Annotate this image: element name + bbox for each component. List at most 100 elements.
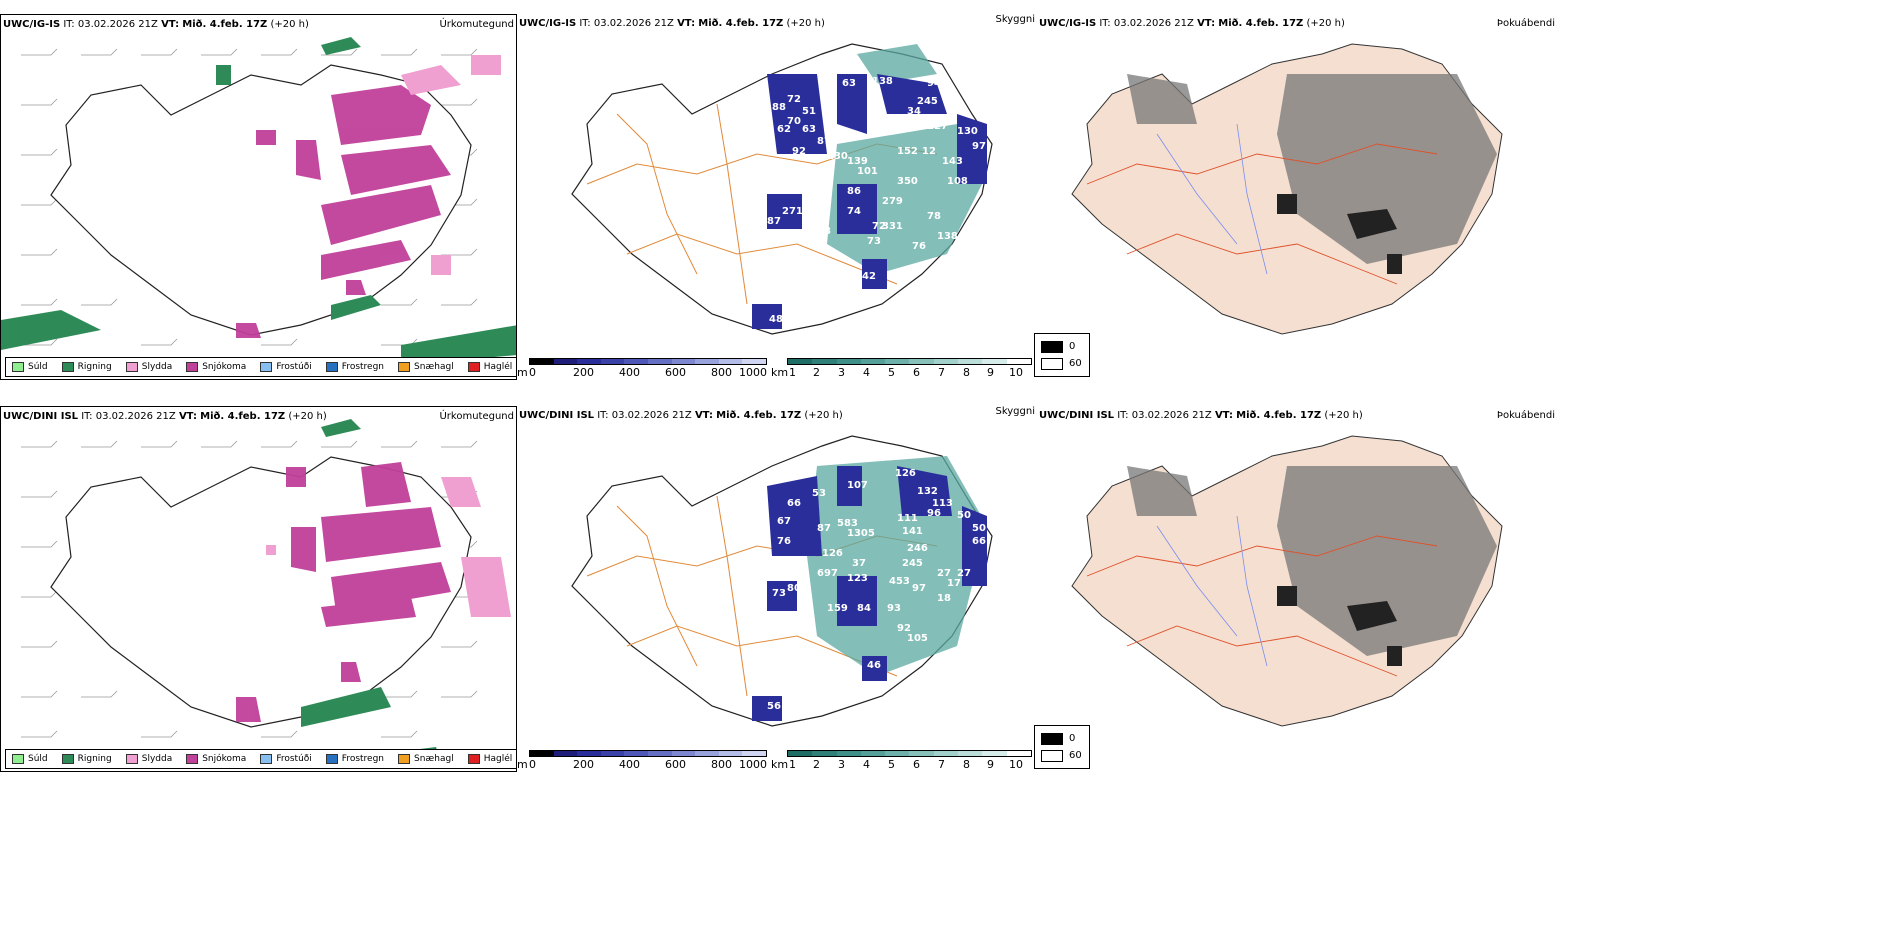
km-tick: 5 bbox=[888, 758, 895, 771]
m-colorbar-top bbox=[529, 358, 767, 365]
km-unit-label: km bbox=[771, 366, 789, 379]
cloud-base-value: 350 bbox=[897, 176, 918, 187]
cloud-base-value: 70 bbox=[787, 116, 801, 127]
cloud-base-value: 697 bbox=[817, 568, 838, 579]
cloud-base-value: 101 bbox=[857, 166, 878, 177]
fog-panel-label-top: Þokuábendi bbox=[1496, 18, 1555, 29]
precip-title-top: UWC/IG-IS IT: 03.02.2026 21Z VT: Mið. 4.… bbox=[3, 19, 309, 30]
legend-item-rigning: Rigning bbox=[61, 754, 112, 764]
cloud-base-value: 63 bbox=[842, 78, 856, 89]
m-tick: 600 bbox=[665, 758, 686, 771]
legend-item-rigning: Rigning bbox=[61, 362, 112, 372]
cloud-base-value: 76 bbox=[912, 241, 926, 252]
cloud-base-value: 246 bbox=[907, 543, 928, 554]
snow-areas bbox=[236, 462, 451, 722]
cloud-base-value: 94 bbox=[927, 78, 941, 89]
km-tick: 7 bbox=[938, 758, 945, 771]
cloud-base-value: 138 bbox=[937, 231, 958, 242]
cloud-base-value: 271 bbox=[782, 206, 803, 217]
cloud-base-value: 127 bbox=[927, 121, 948, 132]
fog-rivers bbox=[1156, 515, 1268, 667]
cloud-colorbars-bottom: m 0 200 400 600 800 1000 km 1 2 3 4 5 6 … bbox=[517, 750, 1037, 771]
precip-panel-top: UWC/IG-IS IT: 03.02.2026 21Z VT: Mið. 4.… bbox=[0, 14, 517, 380]
cloud-base-value: 141 bbox=[902, 526, 923, 537]
km-tick: 3 bbox=[838, 758, 845, 771]
cloud-base-value: 27 bbox=[937, 568, 951, 579]
km-tick: 1 bbox=[789, 366, 796, 379]
fog-legend-bottom: 0 60 bbox=[1034, 725, 1090, 769]
cloud-base-value: 126 bbox=[895, 468, 916, 479]
visibility-areas bbox=[807, 456, 987, 676]
fog-dark-spots bbox=[1277, 194, 1402, 274]
km-tick: 8 bbox=[963, 758, 970, 771]
cloud-base-value: 331 bbox=[882, 221, 903, 232]
cloud-base-value: 37 bbox=[852, 558, 866, 569]
cloud-base-value: 12 bbox=[922, 146, 936, 157]
cloud-base-value: 93 bbox=[887, 603, 901, 614]
km-tick: 10 bbox=[1009, 366, 1023, 379]
legend-item-hagel: Haglél bbox=[467, 362, 512, 372]
legend-item-frostregn: Frostregn bbox=[325, 754, 384, 764]
m-tick: 800 bbox=[711, 758, 732, 771]
cloud-panel-label-top: Skyggni bbox=[995, 14, 1035, 25]
precip-title-bottom: UWC/DINI ISL IT: 03.02.2026 21Z VT: Mið.… bbox=[3, 411, 327, 422]
cloud-base-value: 191 bbox=[887, 118, 908, 129]
cloud-base-value: 105 bbox=[907, 633, 928, 644]
km-tick: 4 bbox=[863, 366, 870, 379]
km-tick: 9 bbox=[987, 366, 994, 379]
cloud-base-value: 51 bbox=[802, 106, 816, 117]
m-tick: 600 bbox=[665, 366, 686, 379]
cloudbase-areas bbox=[752, 466, 987, 721]
km-tick: 5 bbox=[888, 366, 895, 379]
cloud-base-value: 87 bbox=[817, 523, 831, 534]
fog-roads bbox=[1086, 535, 1438, 677]
precip-legend-bottom: Súld Rigning Slydda Snjókoma Frostúði Fr… bbox=[5, 749, 516, 769]
precip-panel-bottom: UWC/DINI ISL IT: 03.02.2026 21Z VT: Mið.… bbox=[0, 406, 517, 772]
cloud-base-value: 50 bbox=[957, 510, 971, 521]
cloud-base-value: 18 bbox=[937, 593, 951, 604]
m-tick: 200 bbox=[573, 366, 594, 379]
km-tick: 3 bbox=[838, 366, 845, 379]
m-tick: 400 bbox=[619, 366, 640, 379]
cloud-base-value: 108 bbox=[947, 176, 968, 187]
precip-map-bottom bbox=[21, 419, 511, 767]
km-colorbar-bottom bbox=[787, 750, 1032, 757]
cloud-base-value: 66 bbox=[972, 536, 986, 547]
cloud-base-value: 62 bbox=[777, 124, 791, 135]
km-tick: 1 bbox=[789, 758, 796, 771]
m-tick: 0 bbox=[529, 366, 536, 379]
cloud-base-value: 48 bbox=[769, 314, 783, 325]
cloud-base-value: 97 bbox=[972, 141, 986, 152]
cloud-panel-top: 486 138 94 63 88 72 51 70 62 63 87 92 130 139 191 127 24… bbox=[517, 14, 1037, 380]
m-unit-label: m bbox=[517, 758, 528, 771]
cloud-base-value: 130 bbox=[827, 151, 848, 162]
fog-panel-top: UWC/IG-IS IT: 03.02.2026 21Z VT: Mið. 4.… bbox=[1037, 14, 1557, 380]
cloud-base-value: 63 bbox=[802, 124, 816, 135]
cloud-base-value: 72 bbox=[787, 94, 801, 105]
cloud-base-value: 123 bbox=[847, 573, 868, 584]
km-tick: 2 bbox=[813, 758, 820, 771]
legend-item-frostregn: Frostregn bbox=[325, 362, 384, 372]
cloud-base-value: 46 bbox=[867, 660, 881, 671]
cloud-base-value: 53 bbox=[812, 488, 826, 499]
cloud-base-value: 279 bbox=[882, 196, 903, 207]
cloud-base-value: 67 bbox=[777, 516, 791, 527]
cloud-base-value: 96 bbox=[927, 508, 941, 519]
m-unit-label: m bbox=[517, 366, 528, 379]
rain-areas bbox=[1, 37, 516, 365]
cloud-base-value: 86 bbox=[847, 186, 861, 197]
cloud-base-value: 88 bbox=[772, 102, 786, 113]
km-tick: 4 bbox=[863, 758, 870, 771]
cloud-base-value: 38 bbox=[817, 226, 831, 237]
cloud-title-bottom: UWC/DINI ISL IT: 03.02.2026 21Z VT: Mið.… bbox=[519, 410, 843, 421]
fog-panel-bottom: UWC/DINI ISL IT: 03.02.2026 21Z VT: Mið.… bbox=[1037, 406, 1557, 772]
cloud-panel-label-bottom: Skyggni bbox=[995, 406, 1035, 417]
cloud-base-value: 159 bbox=[827, 603, 848, 614]
fog-title-bottom: UWC/DINI ISL IT: 03.02.2026 21Z VT: Mið.… bbox=[1039, 410, 1363, 421]
km-tick: 7 bbox=[938, 366, 945, 379]
fog-shading bbox=[1127, 74, 1497, 264]
legend-item-slydda: Slydda bbox=[125, 754, 172, 764]
cloud-base-value: 132 bbox=[917, 486, 938, 497]
